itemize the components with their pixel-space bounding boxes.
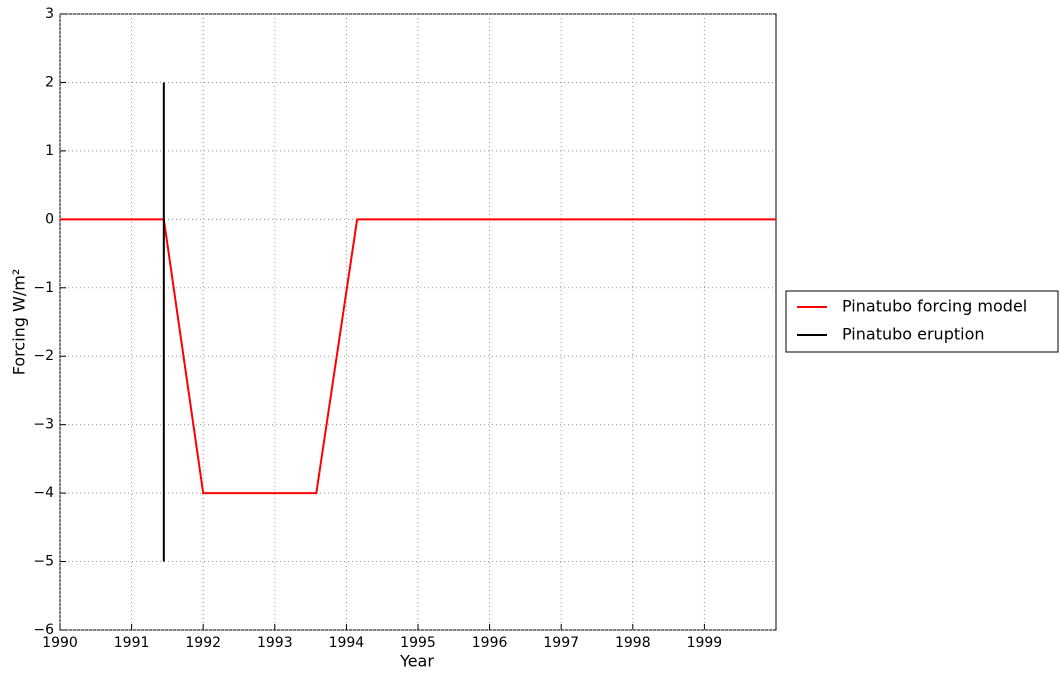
y-tick-label: −2 bbox=[33, 348, 54, 364]
x-tick-label: 1996 bbox=[472, 635, 508, 651]
y-tick-label: −5 bbox=[33, 554, 54, 570]
y-tick-label: −6 bbox=[33, 622, 54, 638]
x-tick-label: 1999 bbox=[687, 635, 723, 651]
x-tick-label: 1995 bbox=[400, 635, 436, 651]
y-axis-label: Forcing W/m² bbox=[10, 269, 29, 375]
y-tick-label: −4 bbox=[33, 485, 54, 501]
series-line bbox=[60, 218, 776, 495]
y-tick-label: 2 bbox=[45, 74, 54, 90]
y-tick-label: −3 bbox=[33, 417, 54, 433]
y-tick-label: −1 bbox=[33, 280, 54, 296]
legend-label: Pinatubo eruption bbox=[842, 325, 985, 344]
x-tick-label: 1990 bbox=[42, 635, 78, 651]
x-tick-label: 1993 bbox=[257, 635, 293, 651]
y-tick-label: 1 bbox=[45, 143, 54, 159]
legend-label: Pinatubo forcing model bbox=[842, 297, 1027, 316]
x-tick-label: 1998 bbox=[615, 635, 651, 651]
x-tick-label: 1997 bbox=[543, 635, 579, 651]
x-tick-label: 1992 bbox=[185, 635, 221, 651]
y-tick-label: 3 bbox=[45, 6, 54, 22]
x-tick-label: 1991 bbox=[114, 635, 150, 651]
x-tick-label: 1994 bbox=[329, 635, 365, 651]
x-axis-label: Year bbox=[399, 652, 434, 671]
y-tick-label: 0 bbox=[45, 211, 54, 227]
legend-box bbox=[785, 290, 1059, 353]
